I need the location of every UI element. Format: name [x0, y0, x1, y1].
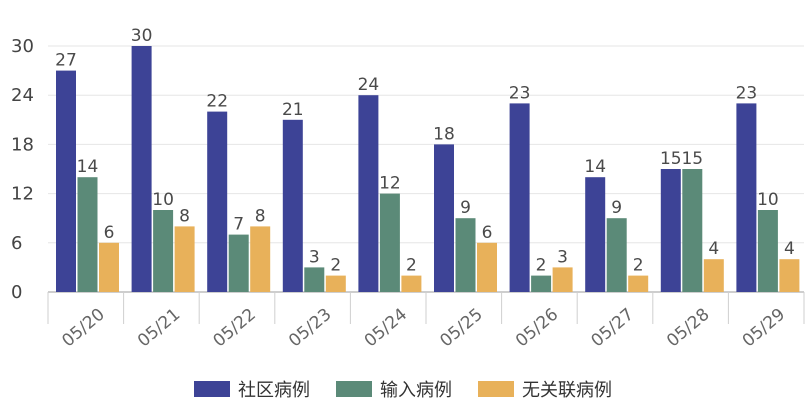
bar-05-26-series-2	[552, 267, 573, 292]
legend-item-unlinked: 无关联病例	[478, 376, 612, 402]
legend: 社区病例 输入病例 无关联病例	[0, 374, 806, 404]
data-label: 2	[330, 256, 341, 276]
bar-05-21-series-2	[174, 226, 195, 292]
x-tick-label: 05/29	[739, 305, 789, 352]
data-label: 9	[611, 198, 622, 218]
legend-swatch-imported	[336, 381, 372, 397]
data-label: 10	[757, 190, 779, 210]
data-label: 18	[433, 124, 455, 144]
bar-05-28-series-0	[660, 169, 681, 292]
legend-swatch-community	[194, 381, 230, 397]
data-label: 4	[784, 239, 795, 259]
data-label: 10	[152, 190, 174, 210]
bars	[56, 46, 800, 293]
bar-05-20-series-1	[77, 177, 98, 292]
data-label: 8	[255, 206, 266, 226]
data-label: 15	[660, 149, 682, 169]
legend-swatch-unlinked	[478, 381, 514, 397]
legend-item-imported: 输入病例	[336, 376, 452, 402]
bar-05-29-series-0	[736, 103, 757, 293]
x-tick-label: 05/24	[361, 305, 411, 352]
data-label: 7	[233, 215, 244, 235]
y-axis: 0 6 12 18 24 30	[11, 36, 34, 303]
bar-05-23-series-1	[304, 267, 325, 292]
data-label: 8	[179, 206, 190, 226]
x-tick-label: 05/22	[210, 305, 260, 352]
bar-05-29-series-1	[757, 210, 778, 292]
legend-label-imported: 输入病例	[380, 380, 452, 401]
bar-05-20-series-0	[56, 70, 76, 292]
bar-05-22-series-1	[228, 234, 249, 292]
data-label: 23	[736, 83, 758, 103]
data-label: 30	[131, 26, 153, 46]
bar-05-28-series-2	[703, 259, 724, 292]
data-label: 12	[379, 174, 401, 194]
x-tick-label: 05/20	[58, 305, 108, 352]
y-tick-label: 6	[11, 233, 22, 254]
bar-05-25-series-2	[477, 242, 497, 292]
x-axis: 05/20 05/21 05/22 05/23 05/24 05/25 05/26 05/27…	[47, 292, 805, 352]
data-label: 24	[358, 75, 380, 95]
legend-label-unlinked: 无关联病例	[522, 380, 612, 401]
data-label: 6	[482, 223, 493, 243]
bar-05-26-series-1	[531, 275, 552, 292]
data-label: 14	[77, 157, 99, 177]
x-tick-label: 05/27	[588, 305, 638, 352]
bar-05-27-series-2	[628, 275, 649, 292]
y-tick-label: 0	[11, 282, 22, 303]
data-label: 6	[104, 223, 115, 243]
bar-05-20-series-2	[99, 242, 119, 292]
bar-05-24-series-2	[401, 275, 422, 292]
bar-05-26-series-0	[509, 103, 530, 293]
x-tick-label: 05/21	[134, 305, 184, 352]
y-tick-label: 24	[11, 85, 34, 106]
y-tick-label: 30	[11, 36, 34, 57]
data-label: 14	[584, 157, 606, 177]
x-tick-label: 05/28	[663, 305, 713, 352]
bar-05-28-series-1	[682, 169, 703, 292]
bar-05-24-series-0	[358, 95, 379, 292]
bar-05-27-series-0	[585, 177, 606, 292]
bar-05-21-series-1	[153, 210, 174, 292]
data-label: 2	[633, 256, 644, 276]
bar-05-22-series-0	[207, 111, 228, 292]
bar-05-27-series-1	[606, 218, 627, 292]
data-label: 22	[206, 92, 228, 112]
data-label: 15	[681, 149, 703, 169]
legend-item-community: 社区病例	[194, 376, 310, 402]
y-tick-label: 18	[11, 134, 34, 155]
bar-05-21-series-0	[131, 46, 152, 292]
bar-05-25-series-1	[455, 218, 476, 292]
data-label: 3	[309, 247, 320, 267]
data-label: 3	[557, 247, 568, 267]
data-label: 23	[509, 83, 531, 103]
bar-05-23-series-2	[325, 275, 346, 292]
x-tick-label: 05/25	[436, 305, 486, 352]
y-tick-label: 12	[11, 184, 34, 205]
x-tick-label: 05/23	[285, 305, 335, 352]
bar-05-25-series-0	[434, 144, 454, 292]
data-label: 2	[536, 256, 547, 276]
data-label: 21	[282, 100, 304, 120]
data-label: 9	[460, 198, 471, 218]
data-label: 2	[406, 256, 417, 276]
bar-05-22-series-2	[250, 226, 271, 292]
bar-05-29-series-2	[779, 259, 800, 292]
x-tick-label: 05/26	[512, 305, 562, 352]
legend-label-community: 社区病例	[238, 380, 310, 401]
bar-05-23-series-0	[282, 119, 303, 292]
data-label: 27	[55, 51, 77, 71]
bar-05-24-series-1	[379, 193, 400, 292]
data-label: 4	[708, 239, 719, 259]
